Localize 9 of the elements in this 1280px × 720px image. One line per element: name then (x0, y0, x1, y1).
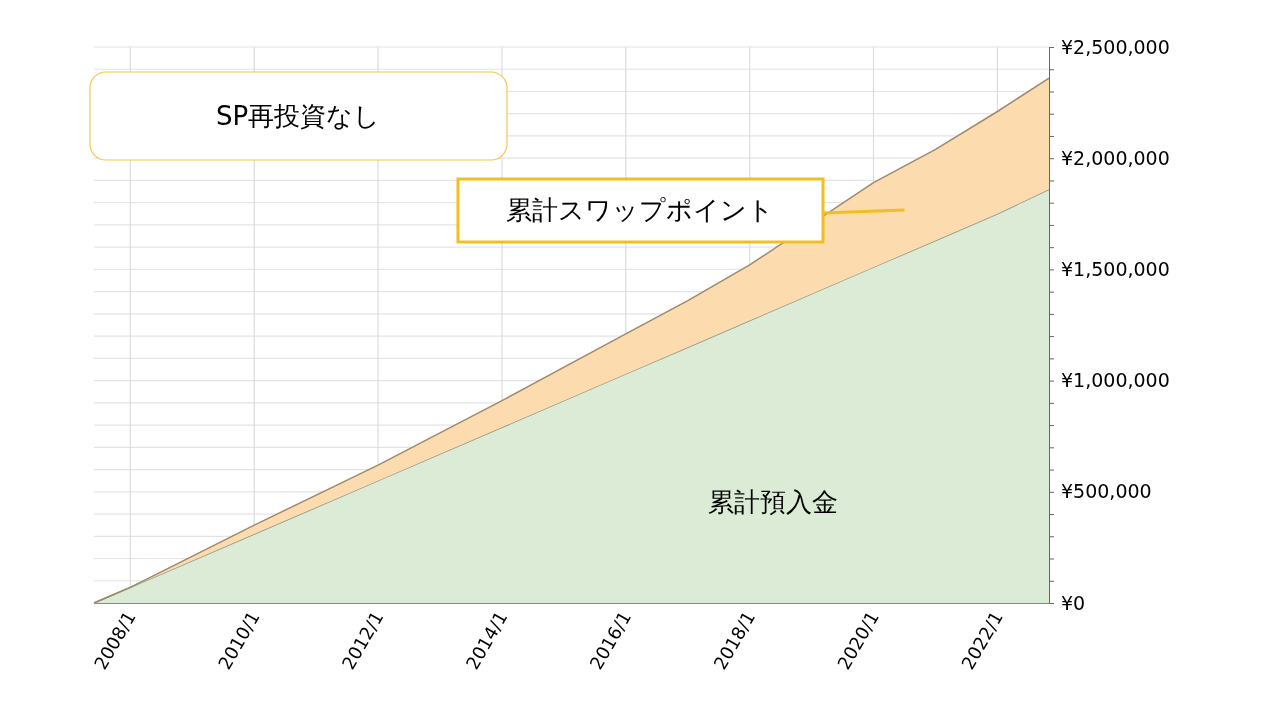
y-tick-label: ¥1,500,000 (1061, 257, 1170, 280)
y-tick-label: ¥0 (1061, 591, 1086, 614)
text: SP再投資なし (215, 101, 381, 132)
y-tick-label: ¥500,000 (1061, 480, 1152, 503)
y-tick-label: ¥2,000,000 (1061, 146, 1170, 169)
series-label: 累計スワップポイント (506, 195, 774, 226)
series-label: 累計預入金 (708, 486, 838, 517)
y-tick-label: ¥1,000,000 (1061, 369, 1170, 392)
y-tick-label: ¥2,500,000 (1061, 35, 1170, 58)
